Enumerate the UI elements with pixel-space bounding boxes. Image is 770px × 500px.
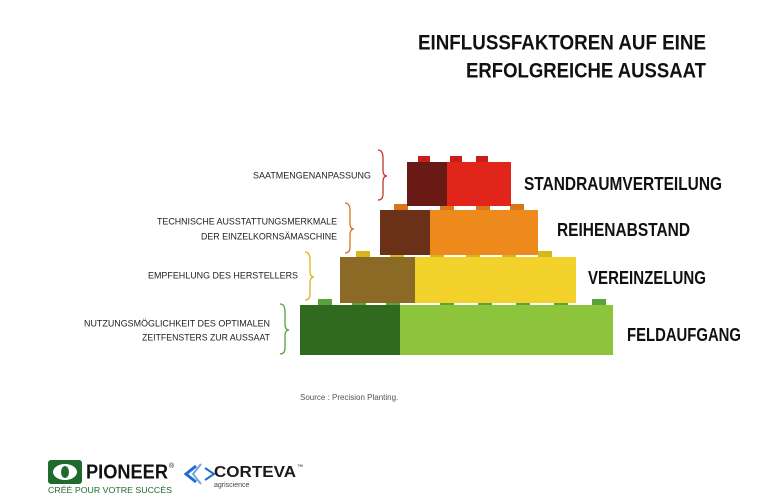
- level-description: TECHNISCHE AUSSTATTUNGSMERKMALE: [157, 216, 337, 226]
- corteva-mark: ™: [297, 464, 303, 471]
- pioneer-name: PIONEER: [86, 461, 168, 483]
- level-label: VEREINZELUNG: [588, 268, 706, 288]
- title-line: EINFLUSSFAKTOREN AUF EINE: [418, 32, 706, 55]
- brick-pyramid: [300, 156, 613, 355]
- level-label: STANDRAUMVERTEILUNG: [524, 174, 722, 194]
- corteva-name: CORTEVA: [214, 464, 296, 481]
- level-description: SAATMENGENANPASSUNG: [253, 170, 371, 180]
- level-description: EMPFEHLUNG DES HERSTELLERS: [148, 270, 298, 280]
- source: Source : Precision Planting.: [300, 393, 398, 402]
- corteva-sub: agriscience: [214, 482, 250, 489]
- title-line: ERFOLGREICHE AUSSAAT: [466, 60, 706, 83]
- level-description: NUTZUNGSMÖGLICHKEIT DES OPTIMALEN: [84, 318, 270, 328]
- studs: [418, 156, 488, 162]
- pioneer-mark: ®: [169, 462, 175, 470]
- brick-shadow: [300, 305, 400, 355]
- braces: [279, 149, 388, 355]
- pioneer-logo: PIONEER ® CRÉÉ POUR VOTRE SUCCÈS: [48, 460, 175, 495]
- level-description: DER EINZELKORNSÄMASCHINE: [201, 231, 337, 241]
- level-description: ZEITFENSTERS ZUR AUSSAAT: [142, 332, 270, 342]
- brick-shadow: [407, 162, 447, 206]
- level-label: FELDAUFGANG: [627, 325, 741, 345]
- studs: [394, 204, 524, 210]
- level-label: REIHENABSTAND: [557, 220, 690, 240]
- pioneer-tagline: CRÉÉ POUR VOTRE SUCCÈS: [48, 486, 172, 495]
- corteva-logo: CORTEVA ™ agriscience: [183, 463, 303, 489]
- brick-shadow: [340, 257, 415, 303]
- brick-shadow: [380, 210, 430, 255]
